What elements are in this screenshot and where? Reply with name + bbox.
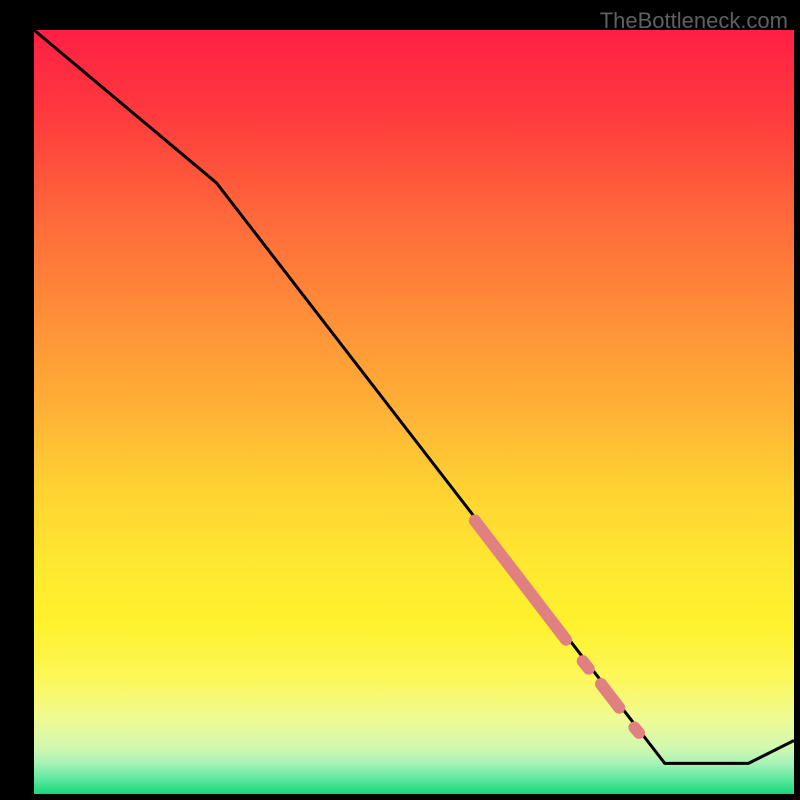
highlight-segment <box>583 661 589 669</box>
highlight-segment <box>634 728 639 733</box>
chart-container: TheBottleneck.com <box>0 0 800 800</box>
chart-overlay <box>0 0 800 800</box>
main-line <box>34 30 794 763</box>
highlight-segment <box>601 684 619 708</box>
highlight-segment <box>475 521 566 640</box>
attribution-label: TheBottleneck.com <box>600 8 788 34</box>
